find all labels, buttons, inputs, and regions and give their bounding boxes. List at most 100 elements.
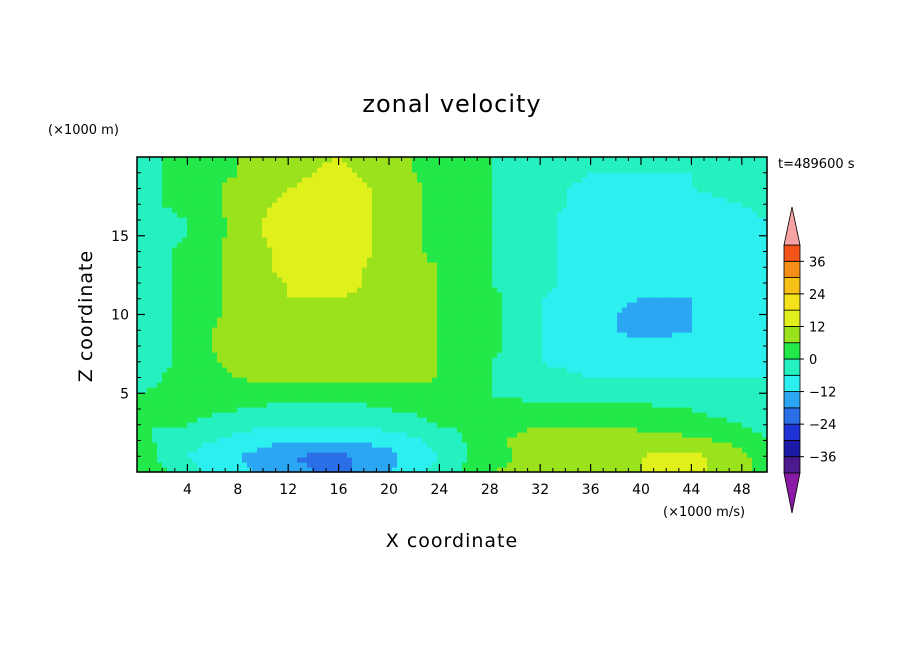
- field-cell: [482, 407, 488, 413]
- field-cell: [687, 447, 693, 453]
- field-cell: [712, 387, 718, 393]
- field-cell: [142, 467, 148, 473]
- field-cell: [352, 332, 358, 338]
- field-cell: [217, 367, 223, 373]
- field-cell: [762, 302, 768, 308]
- field-cell: [207, 347, 213, 353]
- field-cell: [747, 402, 753, 408]
- field-cell: [657, 277, 663, 283]
- field-cell: [247, 322, 253, 328]
- field-cell: [547, 362, 553, 368]
- field-cell: [232, 422, 238, 428]
- field-cell: [522, 327, 528, 333]
- field-cell: [397, 322, 403, 328]
- field-cell: [592, 422, 598, 428]
- field-cell: [717, 462, 723, 468]
- field-cell: [447, 332, 453, 338]
- field-cell: [492, 447, 498, 453]
- field-cell: [322, 442, 328, 448]
- field-cell: [417, 307, 423, 313]
- field-cell: [312, 317, 318, 323]
- field-cell: [182, 327, 188, 333]
- field-cell: [202, 422, 208, 428]
- field-cell: [737, 422, 743, 428]
- field-cell: [757, 417, 763, 423]
- field-cell: [702, 277, 708, 283]
- field-cell: [192, 412, 198, 418]
- field-cell: [497, 447, 503, 453]
- field-cell: [307, 322, 313, 328]
- field-cell: [532, 297, 538, 303]
- field-cell: [167, 402, 173, 408]
- field-cell: [632, 422, 638, 428]
- field-cell: [682, 297, 688, 303]
- field-cell: [452, 387, 458, 393]
- field-cell: [607, 282, 613, 288]
- field-cell: [567, 377, 573, 383]
- field-cell: [412, 327, 418, 333]
- field-cell: [712, 337, 718, 343]
- field-cell: [282, 352, 288, 358]
- field-cell: [757, 467, 763, 473]
- field-cell: [572, 382, 578, 388]
- field-cell: [407, 347, 413, 353]
- field-cell: [362, 382, 368, 388]
- field-cell: [407, 467, 413, 473]
- field-cell: [562, 332, 568, 338]
- field-cell: [442, 407, 448, 413]
- field-cell: [232, 272, 238, 278]
- field-cell: [697, 372, 703, 378]
- field-cell: [562, 297, 568, 303]
- field-cell: [292, 377, 298, 383]
- field-cell: [217, 317, 223, 323]
- field-cell: [242, 417, 248, 423]
- field-cell: [207, 407, 213, 413]
- field-cell: [372, 332, 378, 338]
- field-cell: [272, 462, 278, 468]
- field-cell: [587, 307, 593, 313]
- field-cell: [612, 362, 618, 368]
- field-cell: [247, 427, 253, 433]
- field-cell: [367, 322, 373, 328]
- field-cell: [582, 362, 588, 368]
- field-cell: [362, 407, 368, 413]
- field-cell: [637, 447, 643, 453]
- field-cell: [212, 467, 218, 473]
- field-cell: [422, 307, 428, 313]
- field-cell: [387, 372, 393, 378]
- field-cell: [517, 282, 523, 288]
- field-cell: [582, 467, 588, 473]
- field-cell: [687, 382, 693, 388]
- field-cell: [337, 412, 343, 418]
- field-cell: [622, 372, 628, 378]
- field-cell: [362, 417, 368, 423]
- field-cell: [522, 407, 528, 413]
- field-cell: [337, 287, 343, 293]
- field-cell: [552, 387, 558, 393]
- field-cell: [477, 417, 483, 423]
- field-cell: [617, 362, 623, 368]
- field-cell: [442, 277, 448, 283]
- field-cell: [537, 412, 543, 418]
- field-cell: [582, 342, 588, 348]
- field-cell: [527, 402, 533, 408]
- field-cell: [162, 412, 168, 418]
- field-cell: [342, 442, 348, 448]
- field-cell: [532, 417, 538, 423]
- field-cell: [327, 272, 333, 278]
- field-cell: [682, 357, 688, 363]
- field-cell: [612, 337, 618, 343]
- field-cell: [447, 322, 453, 328]
- field-cell: [692, 467, 698, 473]
- field-cell: [337, 362, 343, 368]
- field-cell: [592, 432, 598, 438]
- field-cell: [662, 397, 668, 403]
- field-cell: [457, 302, 463, 308]
- field-cell: [307, 372, 313, 378]
- field-cell: [252, 417, 258, 423]
- field-cell: [437, 297, 443, 303]
- field-cell: [622, 382, 628, 388]
- field-cell: [637, 442, 643, 448]
- field-cell: [672, 357, 678, 363]
- field-cell: [647, 467, 653, 473]
